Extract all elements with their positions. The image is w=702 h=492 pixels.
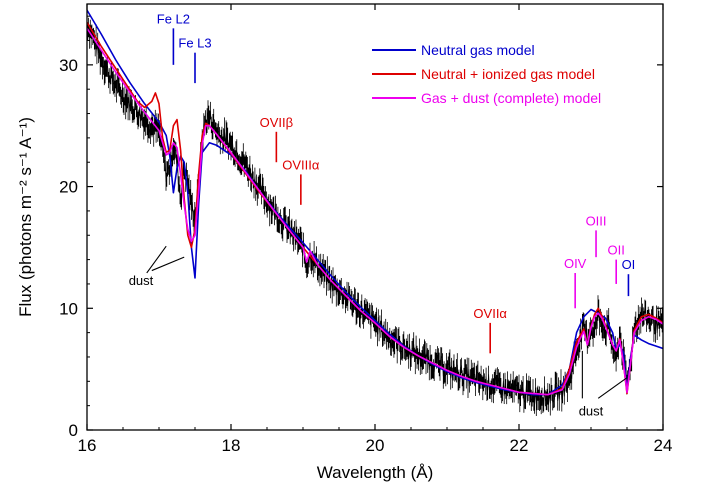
annotation-label: Fe L3 bbox=[178, 36, 211, 51]
legend: Neutral gas model Neutral + ionized gas m… bbox=[372, 42, 601, 106]
legend-entry: Neutral gas model bbox=[421, 42, 535, 58]
dust-pointer bbox=[597, 377, 628, 399]
dust-pointer bbox=[151, 256, 185, 272]
y-tick-label: 10 bbox=[59, 299, 78, 318]
annotation-label: OVIIα bbox=[473, 306, 507, 321]
x-tick-label: 22 bbox=[510, 436, 529, 455]
x-axis-label: Wavelength (Å) bbox=[317, 463, 434, 482]
annotation-label: OVIIIα bbox=[282, 157, 320, 172]
x-tick-label: 20 bbox=[366, 436, 385, 455]
y-tick-label: 0 bbox=[69, 421, 78, 440]
series-layer bbox=[87, 9, 663, 416]
annotation-label: OII bbox=[608, 243, 625, 258]
x-tick-label: 16 bbox=[78, 436, 97, 455]
annotation-label: OIV bbox=[564, 256, 587, 271]
annotation-label: OIII bbox=[586, 213, 607, 228]
dust-label: dust bbox=[579, 403, 604, 418]
y-tick-label: 30 bbox=[59, 56, 78, 75]
y-axis-label: Flux (photons m⁻² s⁻¹ A⁻¹) bbox=[16, 117, 35, 317]
ticks-layer: 16 18 20 22 24 0 10 20 30 bbox=[59, 4, 672, 455]
y-tick-label: 20 bbox=[59, 178, 78, 197]
x-tick-label: 18 bbox=[222, 436, 241, 455]
legend-entry: Neutral + ionized gas model bbox=[421, 66, 595, 82]
annotation-label: OI bbox=[622, 257, 636, 272]
dust-pointer bbox=[146, 245, 167, 274]
legend-entry: Gas + dust (complete) model bbox=[421, 90, 601, 106]
series-line-1 bbox=[87, 9, 663, 396]
series-line-3 bbox=[87, 27, 663, 396]
dust-label: dust bbox=[129, 273, 154, 288]
x-tick-label: 24 bbox=[654, 436, 673, 455]
annotation-label: Fe L2 bbox=[157, 11, 190, 26]
annotation-label: OVIIβ bbox=[260, 115, 293, 130]
